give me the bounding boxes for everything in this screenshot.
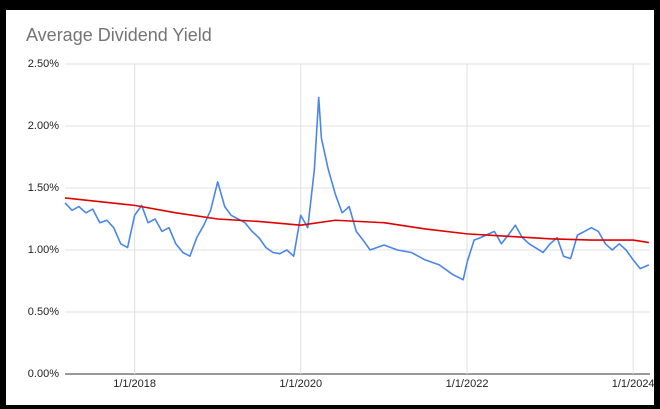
chart-background — [6, 10, 654, 405]
line-series — [64, 96, 650, 281]
x-tick-label: 1/1/2020 — [279, 378, 322, 390]
y-tick-label: 0.00% — [28, 368, 59, 380]
x-tick-label: 1/1/2018 — [113, 378, 156, 390]
y-tick-label: 2.00% — [28, 120, 59, 132]
y-tick-label: 1.00% — [28, 244, 59, 256]
chart-title: Average Dividend Yield — [26, 25, 212, 45]
y-tick-label: 0.50% — [28, 306, 59, 318]
x-tick-label: 1/1/2024 — [612, 378, 655, 390]
x-tick-label: 1/1/2022 — [446, 378, 489, 390]
line-series — [64, 197, 649, 244]
y-tick-label: 1.50% — [28, 182, 59, 194]
y-tick-label: 2.50% — [28, 58, 59, 70]
